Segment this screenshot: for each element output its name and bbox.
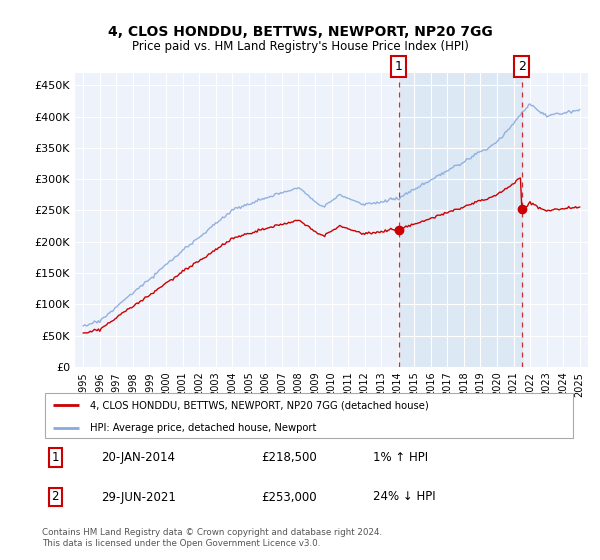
Text: HPI: Average price, detached house, Newport: HPI: Average price, detached house, Newp… bbox=[90, 423, 316, 433]
Text: 4, CLOS HONDDU, BETTWS, NEWPORT, NP20 7GG: 4, CLOS HONDDU, BETTWS, NEWPORT, NP20 7G… bbox=[107, 25, 493, 39]
Text: 1% ↑ HPI: 1% ↑ HPI bbox=[373, 451, 428, 464]
Text: 4, CLOS HONDDU, BETTWS, NEWPORT, NP20 7GG (detached house): 4, CLOS HONDDU, BETTWS, NEWPORT, NP20 7G… bbox=[90, 400, 429, 410]
Text: 20-JAN-2014: 20-JAN-2014 bbox=[101, 451, 175, 464]
Text: 24% ↓ HPI: 24% ↓ HPI bbox=[373, 491, 436, 503]
Bar bbox=[398, 73, 522, 367]
Text: £253,000: £253,000 bbox=[261, 491, 317, 503]
Text: 2: 2 bbox=[52, 491, 59, 503]
Text: 1: 1 bbox=[395, 60, 403, 73]
Text: 1: 1 bbox=[52, 451, 59, 464]
Text: 2: 2 bbox=[518, 60, 526, 73]
Text: 29-JUN-2021: 29-JUN-2021 bbox=[101, 491, 176, 503]
Text: Contains HM Land Registry data © Crown copyright and database right 2024.
This d: Contains HM Land Registry data © Crown c… bbox=[42, 528, 382, 548]
Text: Price paid vs. HM Land Registry's House Price Index (HPI): Price paid vs. HM Land Registry's House … bbox=[131, 40, 469, 53]
Text: £218,500: £218,500 bbox=[261, 451, 317, 464]
FancyBboxPatch shape bbox=[44, 394, 573, 438]
